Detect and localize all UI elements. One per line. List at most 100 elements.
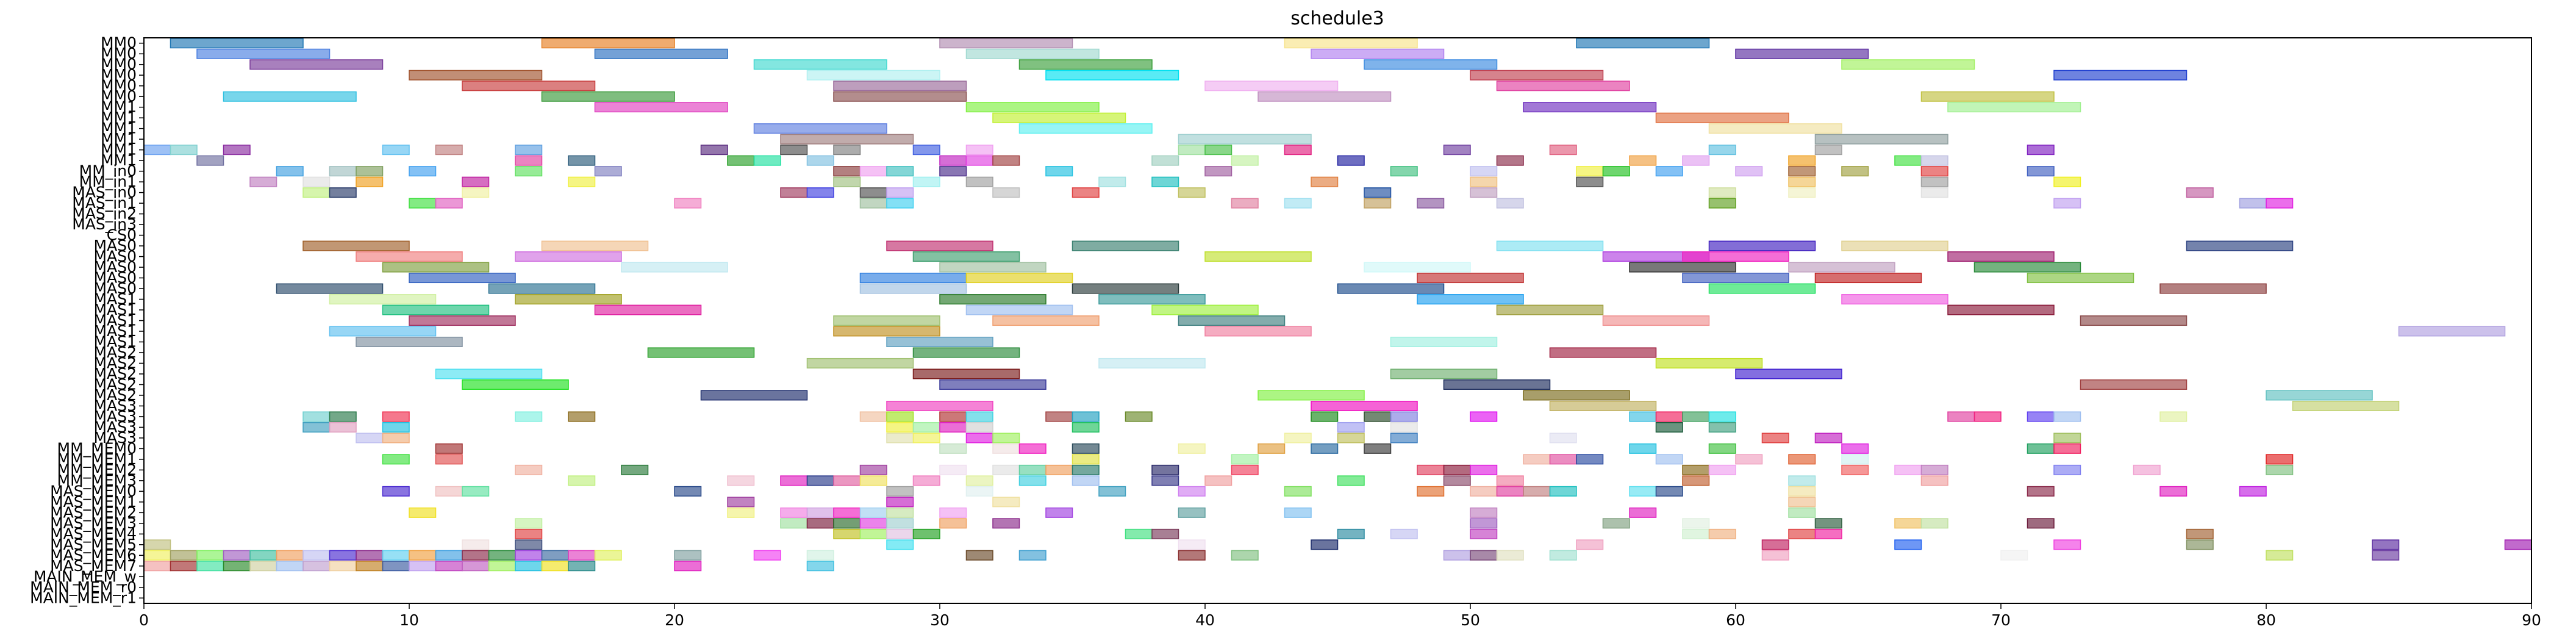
task-bar bbox=[965, 475, 993, 486]
task-bar bbox=[1045, 166, 1073, 177]
task-bar bbox=[1655, 112, 1789, 123]
task-bar bbox=[965, 48, 1100, 59]
task-bar bbox=[1549, 433, 1577, 444]
y-tick-label: MAS_in0 bbox=[72, 184, 137, 201]
task-bar bbox=[435, 145, 463, 156]
task-bar bbox=[1814, 273, 1922, 284]
task-bar bbox=[1629, 443, 1657, 454]
task-bar bbox=[515, 251, 622, 262]
task-bar bbox=[1788, 155, 1816, 166]
task-bar bbox=[1231, 464, 1259, 475]
task-bar bbox=[488, 550, 516, 561]
y-tick-label: MAS_MEM6 bbox=[50, 546, 137, 564]
task-bar bbox=[1311, 400, 1418, 411]
task-bar bbox=[2159, 486, 2188, 497]
task-bar bbox=[2133, 464, 2161, 475]
task-bar bbox=[780, 134, 914, 145]
task-bar bbox=[329, 411, 357, 422]
task-bar bbox=[1204, 145, 1233, 156]
task-bar bbox=[1443, 550, 1471, 561]
task-bar bbox=[1682, 464, 1710, 475]
task-bar bbox=[1098, 294, 1206, 305]
task-bar bbox=[462, 539, 490, 550]
task-bar bbox=[1390, 433, 1418, 444]
task-bar bbox=[859, 283, 967, 294]
y-tick-label: MM1 bbox=[101, 151, 137, 169]
task-bar bbox=[1258, 91, 1392, 102]
task-bar bbox=[1549, 454, 1577, 465]
task-bar bbox=[939, 38, 1073, 49]
task-bar bbox=[1735, 368, 1842, 379]
task-bar bbox=[1045, 507, 1073, 518]
task-bar bbox=[1178, 315, 1286, 326]
task-bar bbox=[1841, 166, 1869, 177]
task-bar bbox=[2266, 390, 2373, 401]
task-bar bbox=[1072, 411, 1100, 422]
task-bar bbox=[2398, 326, 2506, 337]
y-tick-label: MAS0 bbox=[94, 258, 137, 276]
task-bar bbox=[621, 464, 649, 475]
task-bar bbox=[1151, 176, 1179, 187]
task-bar bbox=[515, 550, 543, 561]
task-bar bbox=[302, 411, 331, 422]
task-bar bbox=[1417, 294, 1524, 305]
task-bar bbox=[568, 475, 596, 486]
task-bar bbox=[780, 187, 808, 198]
task-bar bbox=[806, 70, 940, 81]
task-bar bbox=[1098, 176, 1126, 187]
task-bar bbox=[674, 561, 702, 572]
task-bar bbox=[223, 550, 251, 561]
task-bar bbox=[727, 497, 755, 508]
y-tick-label: MAS_MEM5 bbox=[50, 536, 137, 553]
task-bar bbox=[1470, 166, 1498, 177]
task-bar bbox=[2000, 550, 2028, 561]
y-tick-label: MM0 bbox=[101, 87, 137, 105]
task-bar bbox=[1204, 251, 1312, 262]
task-bar bbox=[1523, 486, 1551, 497]
task-bar bbox=[2186, 528, 2214, 539]
task-bar bbox=[1814, 518, 1842, 529]
task-bar bbox=[1018, 123, 1153, 134]
task-bar bbox=[806, 187, 834, 198]
x-tick-label: 90 bbox=[2522, 611, 2541, 629]
x-tick-label: 60 bbox=[1726, 611, 1745, 629]
task-bar bbox=[859, 187, 887, 198]
task-bar bbox=[356, 251, 463, 262]
task-bar bbox=[833, 326, 940, 337]
task-bar bbox=[170, 550, 198, 561]
task-bar bbox=[1018, 475, 1046, 486]
task-bar bbox=[1496, 198, 1524, 209]
task-bar bbox=[276, 561, 304, 572]
y-tick-label: MAS2 bbox=[94, 343, 137, 361]
task-bar bbox=[1894, 155, 1922, 166]
task-bar bbox=[912, 176, 940, 187]
task-bar bbox=[1920, 464, 1948, 475]
task-bar bbox=[1258, 390, 1365, 401]
task-bar bbox=[912, 145, 940, 156]
task-bar bbox=[2186, 187, 2214, 198]
task-bar bbox=[462, 187, 490, 198]
task-bar bbox=[1417, 486, 1445, 497]
task-bar bbox=[1947, 251, 2055, 262]
task-bar bbox=[462, 486, 490, 497]
task-bar bbox=[2266, 550, 2294, 561]
task-bar bbox=[382, 145, 410, 156]
task-bar bbox=[2266, 454, 2294, 465]
task-bar bbox=[1576, 166, 1604, 177]
task-bar bbox=[1629, 155, 1657, 166]
task-bar bbox=[1629, 486, 1657, 497]
task-bar bbox=[1151, 464, 1179, 475]
task-bar bbox=[886, 198, 914, 209]
task-bar bbox=[1920, 187, 1948, 198]
task-bar bbox=[1045, 464, 1073, 475]
task-bar bbox=[2239, 198, 2267, 209]
task-bar bbox=[1682, 251, 1789, 262]
task-bar bbox=[2053, 443, 2081, 454]
task-bar bbox=[1841, 443, 1869, 454]
task-bar bbox=[674, 550, 702, 561]
task-bar bbox=[1337, 475, 1365, 486]
task-bar bbox=[939, 518, 967, 529]
task-bar bbox=[1125, 528, 1153, 539]
y-tick-label: MAS3 bbox=[94, 429, 137, 447]
task-bar bbox=[912, 475, 940, 486]
